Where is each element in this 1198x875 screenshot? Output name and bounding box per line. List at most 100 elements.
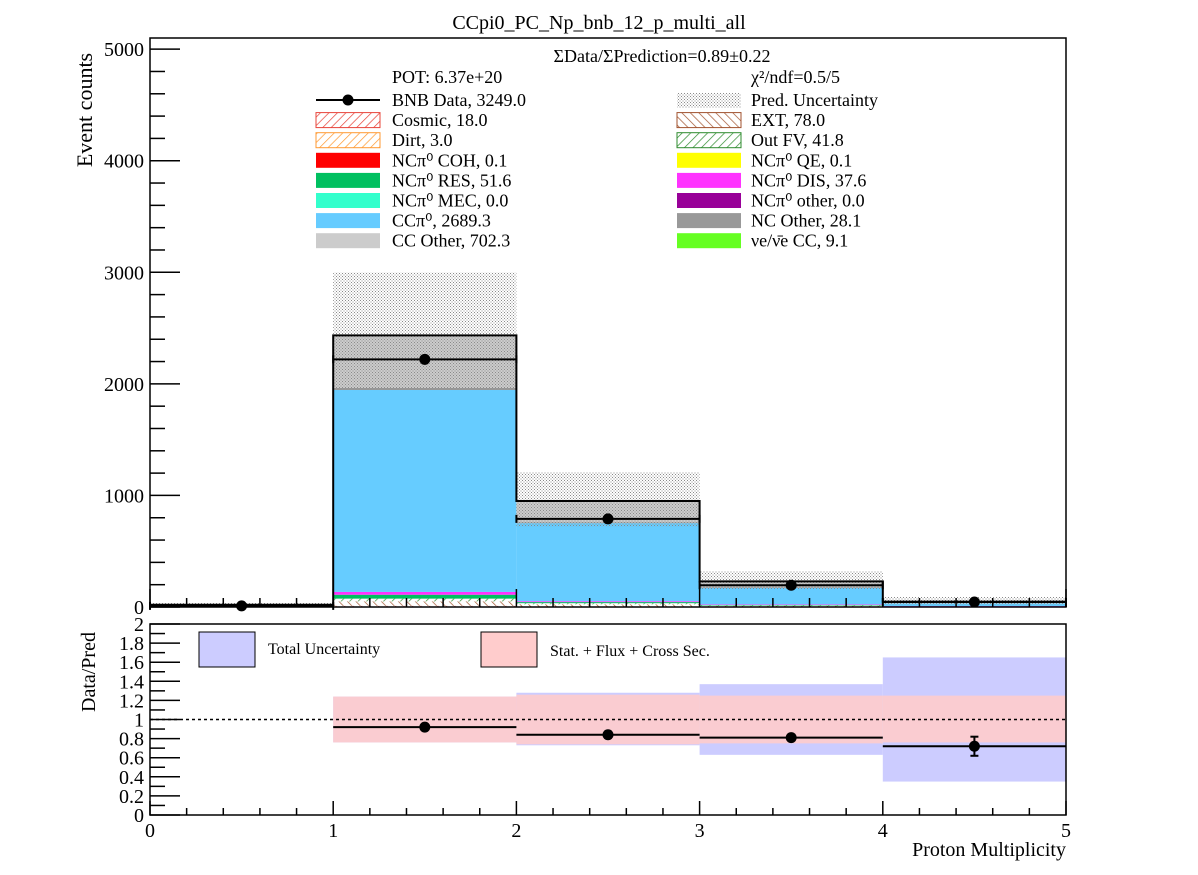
uncertainty-band-bin-1 [333, 272, 517, 390]
ratio-summary: ΣData/ΣPrediction=0.89±0.22 [554, 46, 771, 66]
legend-label-nc_other: NCπ⁰ other, 0.0 [751, 191, 865, 211]
stack-cc_pi0-bin-3 [699, 587, 883, 605]
main-y-tick-label-0: 0 [134, 597, 144, 619]
x-tick-label-1: 1 [328, 820, 338, 842]
legend-swatch-nc_other [677, 193, 741, 208]
stack-ext-bin-2 [516, 604, 700, 607]
legend-label-nue_cc: νe/ν̄e CC, 9.1 [751, 231, 848, 251]
legend-label-ext: EXT, 78.0 [751, 110, 825, 130]
stack-nc_dis-bin-3 [699, 604, 883, 605]
data-point-2 [602, 513, 614, 525]
ratio-y-tick-label-1: 1 [134, 710, 144, 732]
ratio-points [333, 721, 1066, 757]
legend-label-nc_mec: NCπ⁰ MEC, 0.0 [392, 191, 508, 211]
stack-outfv-bin-2 [516, 603, 700, 605]
total-uncertainty-label: Total Uncertainty [268, 641, 380, 658]
stack-nc_res-bin-1 [333, 594, 517, 599]
legend-label-outfv: Out FV, 41.8 [751, 130, 844, 150]
legend-label-nc_res: NCπ⁰ RES, 51.6 [392, 170, 511, 190]
x-axis-label: Proton Multiplicity [912, 839, 1066, 861]
stack-ext-bin-1 [333, 601, 517, 606]
x-tick-label-5: 5 [1061, 820, 1071, 842]
data-point-1 [419, 353, 431, 365]
stack-outfv-bin-3 [699, 605, 883, 606]
ratio-x-axis: 0 1 2 3 4 5 [145, 801, 1071, 842]
x-tick-label-2: 2 [511, 820, 521, 842]
legend-swatch-nc_other_bkg [677, 213, 741, 229]
ratio-y-tick-label-1.2: 1.2 [119, 690, 144, 712]
legend-swatch-nue_cc [677, 233, 741, 249]
legend-swatch-nc_qe [677, 152, 741, 168]
ratio-y-axis: 00.20.40.60.811.21.41.61.82 [119, 614, 180, 827]
stat-flux-xsec-swatch [480, 631, 538, 668]
stack-outfv-bin-1 [333, 598, 517, 602]
legend-label-nc_dis: NCπ⁰ DIS, 37.6 [751, 170, 866, 190]
ratio-y-tick-label-2: 2 [134, 614, 144, 636]
stack-nc_dis-bin-2 [516, 601, 700, 603]
x-tick-label-0: 0 [145, 820, 155, 842]
legend-swatch-cosmic [315, 112, 381, 129]
legend-swatch-nc_dis [677, 172, 741, 188]
legend-label-nc_qe: NCπ⁰ QE, 0.1 [751, 150, 852, 170]
legend-label-cosmic: Cosmic, 18.0 [392, 110, 488, 130]
legend-label-dirt: Dirt, 3.0 [392, 130, 453, 150]
data-point-0 [236, 600, 248, 612]
legend-swatch-cc_other [316, 233, 380, 249]
total-uncertainty-swatch [198, 631, 256, 668]
chart-title: CCpi0_PC_Np_bnb_12_p_multi_all [452, 12, 746, 34]
ratio-point-1 [602, 729, 614, 741]
x-tick-label-4: 4 [878, 820, 888, 842]
prediction-stack [150, 335, 1066, 608]
main-y-tick-label-4000: 4000 [104, 151, 144, 173]
ratio-y-tick-label-1.6: 1.6 [119, 652, 144, 674]
ratio-y-tick-label-0: 0 [134, 805, 144, 827]
legend-label-pred_unc: Pred. Uncertainty [751, 90, 878, 110]
main-y-tick-label-3000: 3000 [104, 262, 144, 284]
stack-nc_res-bin-2 [516, 602, 700, 604]
ratio-point-3 [968, 740, 980, 752]
main-panel: 0 1000 2000 3000 4000 5000 Event counts ΣData… [72, 37, 1067, 619]
ratio-y-tick-label-1.8: 1.8 [119, 633, 144, 655]
ratio-y-tick-label-0.4: 0.4 [119, 767, 144, 789]
legend-label-nc_other_bkg: NC Other, 28.1 [751, 211, 861, 231]
legend-swatch-dirt [315, 132, 381, 149]
stack-nc_dis-bin-1 [333, 591, 517, 595]
data-point-4 [968, 596, 980, 608]
main-y-tick-label-2000: 2000 [104, 374, 144, 396]
legend-swatch-nc_mec [316, 193, 380, 208]
ratio-y-tick-label-0.6: 0.6 [119, 748, 144, 770]
stat-flux-xsec-label: Stat. + Flux + Cross Sec. [550, 643, 710, 660]
ratio-y-tick-label-0.8: 0.8 [119, 729, 144, 751]
ratio-point-2 [785, 732, 797, 744]
legend-label-cc_other: CC Other, 702.3 [392, 231, 510, 251]
x-tick-label-3: 3 [695, 820, 705, 842]
main-y-tick-label-5000: 5000 [104, 39, 144, 61]
data-points [149, 353, 1067, 612]
ratio-y-tick-label-1.4: 1.4 [119, 671, 144, 693]
ratio-y-axis-label: Data/Pred [78, 632, 100, 712]
ratio-y-tick-label-0.2: 0.2 [119, 786, 144, 808]
legend-swatch-nc_coh [316, 152, 380, 168]
stat-flux-xsec-bin-1 [333, 696, 517, 743]
legend-swatch-ext [676, 112, 742, 129]
ratio-point-0 [419, 721, 431, 733]
legend-label-data: BNB Data, 3249.0 [392, 90, 526, 110]
stack-cc_pi0-bin-1 [333, 389, 517, 592]
legend-swatch-outfv [676, 132, 742, 149]
legend-label-cc_pi0: CCπ⁰, 2689.3 [392, 211, 491, 231]
main-y-axis-label: Event counts [72, 53, 97, 167]
main-y-tick-label-1000: 1000 [104, 485, 144, 507]
main-x-ticks [149, 589, 1067, 607]
legend-swatch-cc_pi0 [316, 213, 380, 229]
data-point-3 [785, 579, 797, 591]
legend-swatch-data-marker [342, 94, 354, 106]
stack-cc_pi0-bin-2 [516, 523, 700, 602]
stat-flux-xsec-band [333, 694, 1066, 745]
main-frame [149, 37, 1067, 608]
legend-swatch-pred_unc-right [677, 92, 741, 108]
legend-swatch-nc_res [316, 172, 380, 188]
pot-label: POT: 6.37e+20 [392, 67, 502, 87]
